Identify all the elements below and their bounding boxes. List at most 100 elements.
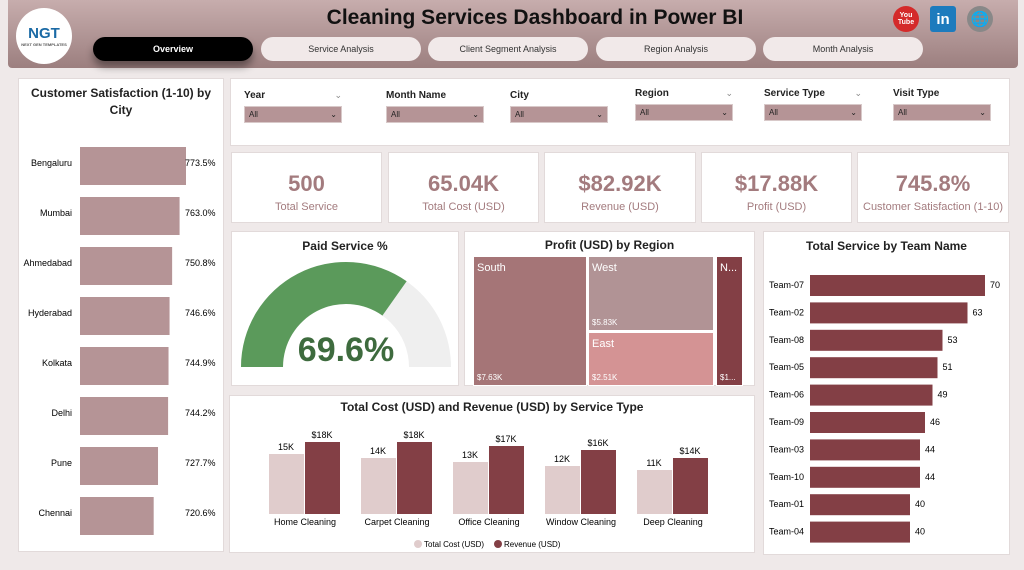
data-label: 12K — [554, 454, 570, 464]
team-label: Team-07 — [769, 280, 804, 290]
city-satisfaction-panel: Customer Satisfaction (1-10) by City Ben… — [18, 78, 224, 552]
filter-dropdown[interactable]: All ⌄ — [893, 104, 991, 121]
kpi-value: $17.88K — [734, 171, 819, 196]
filter-service-type[interactable]: Service Type ⌄ All ⌄ — [764, 88, 862, 121]
kpi-label: Revenue (USD) — [581, 201, 659, 213]
treemap-region-name: South — [477, 262, 506, 274]
data-label: $17K — [495, 434, 516, 444]
filter-label-text: Visit Type — [893, 88, 940, 99]
team-label: Team-05 — [769, 362, 804, 372]
city-label: Ahmedabad — [23, 258, 72, 268]
treemap-region-name: N... — [720, 262, 738, 274]
team-bar — [810, 384, 933, 406]
city-value-label: 750.8% — [185, 258, 216, 268]
filter-dropdown[interactable]: All ⌄ — [386, 106, 484, 123]
tab-service-analysis[interactable]: Service Analysis — [261, 37, 421, 61]
service-bar-cost — [637, 470, 672, 514]
filter-region[interactable]: Region ⌄ All ⌄ — [635, 88, 733, 121]
filter-dropdown[interactable]: All ⌄ — [764, 104, 862, 121]
data-label: 14K — [370, 446, 386, 456]
tab-region-analysis[interactable]: Region Analysis — [596, 37, 756, 61]
treemap-tile-west[interactable]: West $5.83K — [588, 256, 714, 331]
city-label: Hyderabad — [28, 308, 72, 318]
logo-text: NGT — [28, 25, 60, 42]
category-label: Deep Cleaning — [643, 517, 703, 527]
treemap-value-label: $5.83K — [592, 318, 618, 327]
tab-client-segment-analysis[interactable]: Client Segment Analysis — [428, 37, 588, 61]
chevron-down-icon[interactable]: ⌄ — [330, 110, 337, 119]
city-value-label: 744.2% — [185, 408, 216, 418]
city-value-label: 727.7% — [185, 458, 216, 468]
city-bar — [80, 147, 186, 185]
city-bar — [80, 397, 169, 435]
team-bar — [810, 439, 920, 461]
service-bar-revenue — [397, 442, 432, 514]
service-bar-cost — [269, 454, 304, 514]
filter-value: All — [640, 108, 649, 117]
treemap-tile-east[interactable]: East $2.51K — [588, 332, 714, 386]
treemap-region-name: West — [592, 262, 617, 274]
category-label: Home Cleaning — [274, 517, 336, 527]
chevron-down-icon[interactable]: ⌄ — [721, 108, 728, 117]
treemap-tile-south[interactable]: South $7.63K — [473, 256, 587, 386]
chevron-down-icon[interactable]: ⌄ — [472, 110, 479, 119]
filter-dropdown[interactable]: All ⌄ — [244, 106, 342, 123]
kpi-card: 745.8% Customer Satisfaction (1-10) — [857, 152, 1009, 223]
chevron-down-icon[interactable]: ⌄ — [725, 88, 733, 98]
gauge-value: 69.6% — [298, 331, 394, 369]
linkedin-icon[interactable]: in — [930, 6, 956, 32]
kpi-value: 745.8% — [895, 171, 971, 196]
chevron-down-icon[interactable]: ⌄ — [850, 108, 857, 117]
globe-icon[interactable]: 🌐 — [967, 6, 993, 32]
page-title: Cleaning Services Dashboard in Power BI — [326, 6, 744, 29]
team-value-label: 49 — [938, 390, 948, 400]
filter-value: All — [515, 110, 524, 119]
team-bar — [810, 357, 938, 379]
kpi-label: Profit (USD) — [746, 201, 807, 213]
filter-month-name[interactable]: Month Name All ⌄ — [386, 90, 484, 123]
chevron-down-icon[interactable]: ⌄ — [979, 108, 986, 117]
filter-year[interactable]: Year ⌄ All ⌄ — [244, 90, 342, 123]
filter-label-text: Service Type — [764, 88, 825, 99]
team-value-label: 63 — [973, 307, 983, 317]
logo-subtext: NEXT GEN TEMPLATES — [21, 42, 67, 47]
tab-month-analysis[interactable]: Month Analysis — [763, 37, 923, 61]
tab-overview[interactable]: Overview — [93, 37, 253, 61]
filter-label-text: Month Name — [386, 90, 446, 101]
data-label: $18K — [311, 430, 332, 440]
kpi-card: $82.92K Revenue (USD) — [544, 152, 696, 223]
city-label: Delhi — [51, 408, 72, 418]
team-bar — [810, 466, 920, 488]
service-bar-cost — [361, 458, 396, 514]
city-value-label: 773.5% — [185, 158, 216, 168]
filter-label: Year ⌄ — [244, 90, 342, 106]
service-bar-cost — [453, 462, 488, 514]
youtube-icon[interactable]: You Tube — [893, 6, 919, 32]
kpi-card: 500 Total Service — [231, 152, 382, 223]
service-bar-revenue — [581, 450, 616, 514]
chevron-down-icon[interactable]: ⌄ — [854, 88, 862, 98]
treemap-region-name: East — [592, 338, 615, 350]
filter-dropdown[interactable]: All ⌄ — [510, 106, 608, 123]
chevron-down-icon[interactable]: ⌄ — [596, 110, 603, 119]
filter-dropdown[interactable]: All ⌄ — [635, 104, 733, 121]
team-value-label: 70 — [990, 280, 1000, 290]
filter-value: All — [391, 110, 400, 119]
chart-title: Paid Service % — [302, 239, 388, 253]
data-label: 15K — [278, 442, 294, 452]
chevron-down-icon[interactable]: ⌄ — [334, 90, 342, 100]
kpi-card: 65.04K Total Cost (USD) — [388, 152, 539, 223]
globe-glyph: 🌐 — [970, 11, 990, 28]
treemap-tile-n[interactable]: N... $1... — [716, 256, 743, 386]
category-label: Carpet Cleaning — [364, 517, 429, 527]
team-label: Team-03 — [769, 444, 804, 454]
filter-label: City — [510, 90, 608, 106]
profit-region-panel: Profit (USD) by Region South $7.63K West $5… — [464, 231, 755, 386]
category-label: Window Cleaning — [546, 517, 616, 527]
legend-label: Revenue (USD) — [504, 540, 561, 549]
team-value-label: 46 — [930, 417, 940, 427]
city-value-label: 746.6% — [185, 308, 216, 318]
filter-city[interactable]: City All ⌄ — [510, 90, 608, 123]
filter-visit-type[interactable]: Visit Type All ⌄ — [893, 88, 991, 121]
data-label: $14K — [679, 446, 700, 456]
